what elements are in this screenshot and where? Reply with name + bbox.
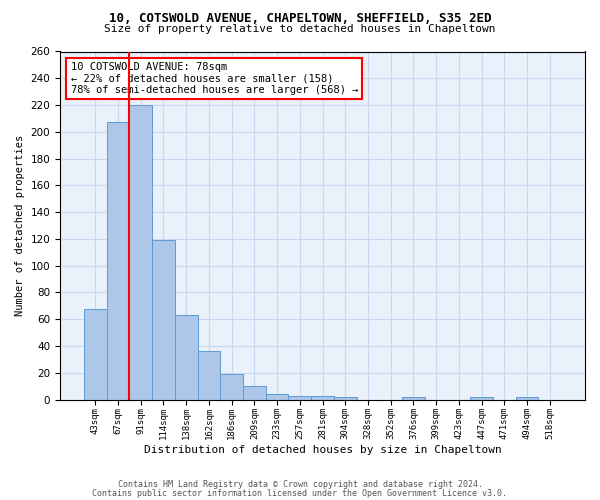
- Text: Contains public sector information licensed under the Open Government Licence v3: Contains public sector information licen…: [92, 488, 508, 498]
- Bar: [311, 396, 334, 400]
- Bar: [220, 374, 243, 400]
- Bar: [175, 315, 197, 400]
- Bar: [334, 397, 356, 400]
- Bar: [402, 397, 425, 400]
- Text: Contains HM Land Registry data © Crown copyright and database right 2024.: Contains HM Land Registry data © Crown c…: [118, 480, 482, 489]
- Text: 10 COTSWOLD AVENUE: 78sqm
← 22% of detached houses are smaller (158)
78% of semi: 10 COTSWOLD AVENUE: 78sqm ← 22% of detac…: [71, 62, 358, 95]
- X-axis label: Distribution of detached houses by size in Chapeltown: Distribution of detached houses by size …: [143, 445, 502, 455]
- Bar: [152, 240, 175, 400]
- Y-axis label: Number of detached properties: Number of detached properties: [15, 135, 25, 316]
- Bar: [107, 122, 130, 400]
- Bar: [266, 394, 289, 400]
- Bar: [243, 386, 266, 400]
- Bar: [84, 308, 107, 400]
- Bar: [470, 397, 493, 400]
- Bar: [289, 396, 311, 400]
- Text: Size of property relative to detached houses in Chapeltown: Size of property relative to detached ho…: [104, 24, 496, 34]
- Bar: [515, 397, 538, 400]
- Bar: [197, 352, 220, 400]
- Text: 10, COTSWOLD AVENUE, CHAPELTOWN, SHEFFIELD, S35 2ED: 10, COTSWOLD AVENUE, CHAPELTOWN, SHEFFIE…: [109, 12, 491, 26]
- Bar: [130, 105, 152, 400]
